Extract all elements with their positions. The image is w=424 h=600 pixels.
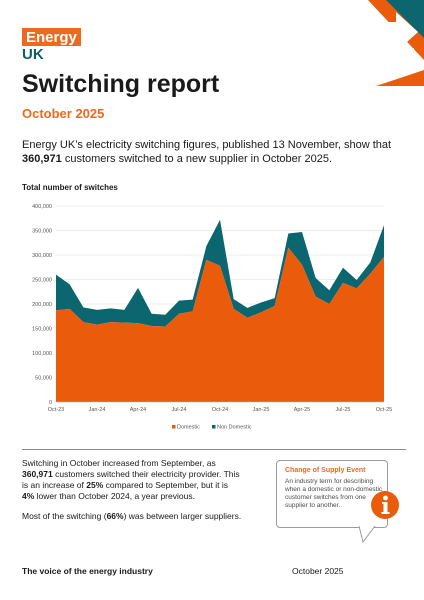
chart-title: Total number of switches xyxy=(22,183,118,192)
page-title: Switching report xyxy=(22,70,220,98)
y-tick-label: 300,000 xyxy=(32,253,52,259)
p1-text-1: Switching in October increased from Sept… xyxy=(22,458,216,468)
x-tick-label: Jul-24 xyxy=(172,407,187,413)
y-tick-label: 50,000 xyxy=(35,376,52,382)
callout-text: An industry term for describing when a d… xyxy=(285,478,383,509)
corner-arrows-graphic xyxy=(366,0,424,86)
x-tick-label: Apr-25 xyxy=(294,407,311,413)
y-tick-label: 100,000 xyxy=(32,351,52,357)
intro-highlight: 360,971 xyxy=(22,153,62,165)
p2-highlight: 66% xyxy=(106,511,124,521)
y-tick-label: 400,000 xyxy=(32,204,52,210)
footer-tagline: The voice of the energy industry xyxy=(22,566,153,576)
body-paragraph-1: Switching in October increased from Sept… xyxy=(22,458,242,502)
x-tick-label: Jan-25 xyxy=(253,407,270,413)
intro-text-pre: Energy UK’s electricity switching figure… xyxy=(22,139,392,151)
y-tick-label: 250,000 xyxy=(32,278,52,284)
y-tick-label: 150,000 xyxy=(32,327,52,333)
switches-area-chart: 0 50,000 100,000 150,000 200,000 250,000 300,0… xyxy=(32,204,393,431)
x-tick-label: Oct-24 xyxy=(212,407,229,413)
p1-highlight-3: 4% xyxy=(22,491,35,501)
logo-text-bottom: UK xyxy=(22,46,44,63)
legend-swatch-non-domestic xyxy=(212,425,216,429)
series-area-domestic xyxy=(56,247,384,402)
x-tick-label: Oct-25 xyxy=(376,407,393,413)
p2-text-1: Most of the switching ( xyxy=(22,511,107,521)
x-tick-label: Jan-24 xyxy=(89,407,106,413)
definition-callout: Change of Supply Event An industry term … xyxy=(276,460,388,528)
legend-swatch-domestic xyxy=(172,425,176,429)
callout-title: Change of Supply Event xyxy=(285,467,366,474)
p1-highlight-1: 360,971 xyxy=(22,469,53,479)
p1-text-4: lower than October 2024, a year previous… xyxy=(34,491,195,501)
legend-label: Domestic xyxy=(177,425,200,431)
legend-label: Non Domestic xyxy=(217,425,252,431)
info-icon xyxy=(371,491,399,519)
callout-tail xyxy=(359,525,376,544)
footer-date: October 2025 xyxy=(292,566,344,576)
energy-uk-logo: Energy UK xyxy=(22,28,81,62)
x-tick-label: Apr-24 xyxy=(130,407,147,413)
p2-text-2: ) was between larger suppliers. xyxy=(123,511,242,521)
series-area-non-domestic xyxy=(56,219,384,327)
p1-text-3: compared to September, but it is xyxy=(103,480,229,490)
intro-text-post: customers switched to a new supplier in … xyxy=(61,153,333,165)
logo-text-top: Energy xyxy=(22,28,81,46)
page-subtitle: October 2025 xyxy=(22,106,105,121)
intro-paragraph: Energy UK’s electricity switching figure… xyxy=(22,138,406,166)
p1-highlight-2: 25% xyxy=(86,480,104,490)
body-paragraph-2: Most of the switching (66%) was between … xyxy=(22,511,242,522)
p1-text-2: customers switched their electricity pro… xyxy=(22,469,240,490)
x-tick-label: Oct-23 xyxy=(48,407,65,413)
y-tick-label: 200,000 xyxy=(32,302,52,308)
section-divider xyxy=(22,449,406,450)
x-tick-label: Jul-25 xyxy=(336,407,351,413)
y-tick-label: 0 xyxy=(49,400,52,406)
y-tick-label: 350,000 xyxy=(32,229,52,235)
